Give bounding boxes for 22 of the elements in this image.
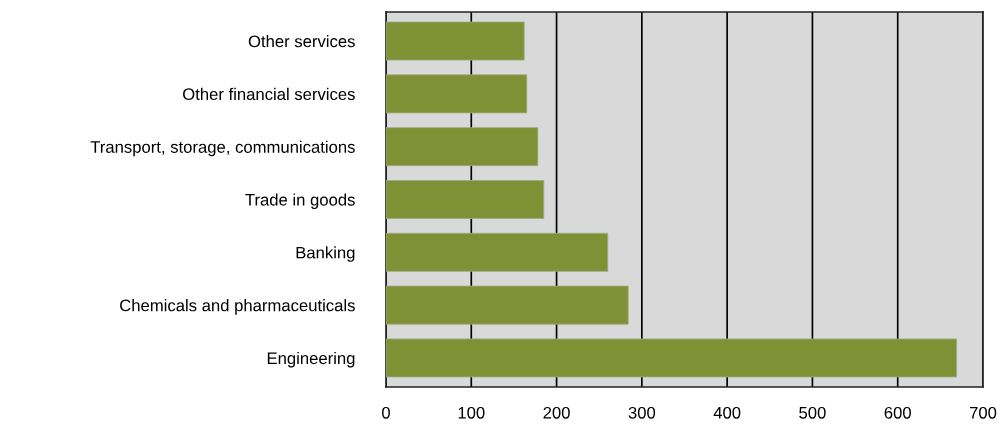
x-tick-label: 0: [382, 406, 390, 419]
bar: [386, 338, 957, 378]
x-tick-label: 300: [628, 406, 656, 419]
bar: [386, 74, 528, 114]
x-tick-label: 400: [713, 406, 741, 419]
x-tick-label: 500: [799, 406, 826, 419]
y-tick-label: Engineering: [267, 351, 355, 368]
y-tick-label: Chemicals and pharmaceuticals: [120, 299, 355, 315]
x-tick-label: 600: [884, 406, 911, 419]
y-tick-label: Trade in goods: [245, 193, 355, 209]
y-tick-label: Transport, storage, communications: [90, 140, 355, 157]
bar: [386, 127, 539, 167]
y-tick-label: Other services: [248, 35, 355, 48]
y-tick-label: Banking: [296, 246, 355, 262]
x-tick-label: 100: [458, 406, 485, 419]
y-tick-label: Other financial services: [183, 87, 355, 101]
x-tick-label: 200: [543, 406, 570, 419]
x-tick-label: 700: [969, 406, 997, 419]
bar: [386, 285, 629, 325]
bar: [386, 180, 545, 219]
bar: [386, 232, 609, 272]
bar: [386, 21, 525, 61]
